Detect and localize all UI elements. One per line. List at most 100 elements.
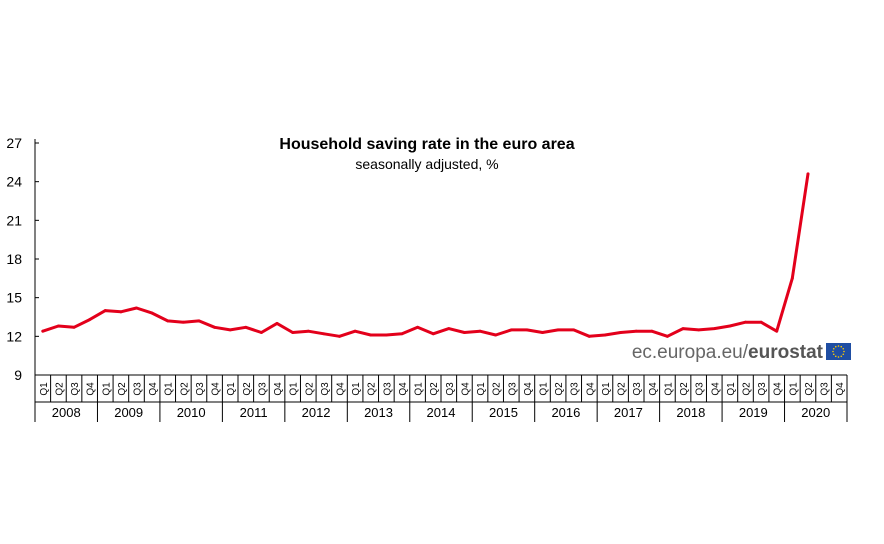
quarter-tick-label: Q4 — [710, 382, 721, 396]
y-tick-label: 27 — [6, 135, 22, 151]
year-tick-label: 2015 — [489, 405, 518, 420]
y-tick-label: 24 — [6, 174, 22, 190]
quarter-tick-label: Q1 — [539, 382, 550, 396]
year-tick-label: 2010 — [177, 405, 206, 420]
quarter-tick-label: Q4 — [460, 382, 471, 396]
quarter-tick-label: Q3 — [695, 382, 706, 396]
quarter-tick-label: Q1 — [39, 382, 50, 396]
data-point — [619, 331, 622, 334]
y-tick-label: 15 — [6, 290, 22, 306]
quarter-tick-label: Q1 — [351, 382, 362, 396]
data-point — [572, 328, 576, 332]
data-point — [213, 325, 216, 329]
quarter-tick-label: Q1 — [663, 382, 674, 396]
data-point — [556, 328, 560, 332]
y-axis: 27 24 21 18 15 12 9 — [6, 135, 39, 383]
quarter-tick-label: Q3 — [320, 382, 331, 396]
quarter-tick-label: Q4 — [211, 382, 222, 396]
year-tick-label: 2014 — [427, 405, 456, 420]
quarter-tick-label: Q3 — [570, 382, 581, 396]
quarter-tick-label: Q4 — [273, 382, 284, 396]
quarter-tick-label: Q1 — [101, 382, 112, 396]
quarter-tick-label: Q1 — [601, 382, 612, 396]
data-point — [650, 329, 654, 333]
quarter-tick-label: Q4 — [398, 382, 409, 396]
data-point — [338, 334, 341, 338]
eurostat-branding: ec.europa.eu/eurostat — [632, 342, 851, 363]
quarter-tick-label: Q2 — [554, 382, 565, 396]
quarter-tick-label: Q4 — [86, 382, 97, 396]
year-tick-label: 2019 — [739, 405, 768, 420]
data-point — [197, 319, 201, 323]
data-point — [681, 327, 685, 330]
series-layer — [41, 172, 810, 338]
year-tick-label: 2008 — [52, 405, 81, 420]
quarter-tick-label: Q1 — [164, 382, 175, 396]
data-point — [41, 329, 45, 333]
quarter-tick-label: Q2 — [617, 382, 628, 396]
data-point — [666, 334, 669, 338]
data-point — [728, 324, 732, 328]
data-point — [260, 331, 263, 334]
data-point — [587, 334, 591, 338]
year-tick-label: 2013 — [364, 405, 393, 420]
flag-star — [842, 347, 845, 350]
quarter-tick-label: Q4 — [773, 382, 784, 396]
flag-star — [837, 345, 840, 347]
flag-star — [834, 345, 837, 348]
quarter-tick-label: Q3 — [757, 382, 768, 396]
data-point — [306, 329, 310, 333]
quarter-tick-label: Q4 — [148, 382, 159, 396]
quarter-tick-label: Q4 — [585, 382, 596, 396]
y-tick-label: 21 — [6, 212, 22, 228]
quarter-tick-label: Q2 — [804, 382, 815, 396]
x-axis: Q1 Q2 Q3 Q4 Q1 Q2 Q3 Q4 Q1 Q2 Q3 Q4 Q1 Q2 Q3 Q4 Q1 Q2 Q3 Q4… — [34, 374, 848, 422]
quarter-tick-label: Q3 — [820, 382, 831, 396]
quarter-tick-label: Q2 — [242, 382, 253, 396]
quarter-tick-label: Q4 — [523, 382, 534, 396]
quarter-tick-label: Q1 — [414, 382, 425, 396]
data-point — [447, 327, 451, 330]
data-point — [634, 329, 638, 333]
chart-title: Household saving rate in the euro area — [279, 136, 574, 153]
year-tick-label: 2009 — [114, 405, 143, 420]
quarter-tick-label: Q2 — [179, 382, 190, 396]
data-point — [135, 306, 138, 310]
flag-star — [843, 350, 845, 353]
quarter-tick-label: Q1 — [788, 382, 799, 396]
quarter-tick-label: Q3 — [632, 382, 643, 396]
quarter-tick-label: Q3 — [507, 382, 518, 396]
data-point — [244, 325, 248, 329]
data-point — [431, 332, 435, 336]
quarter-tick-label: Q2 — [492, 382, 503, 396]
data-point — [228, 328, 232, 332]
quarter-tick-label: Q2 — [117, 382, 128, 396]
data-point — [353, 329, 357, 333]
data-point — [478, 329, 482, 333]
data-point — [291, 331, 295, 334]
quarter-tick-label: Q2 — [304, 382, 315, 396]
flag-star — [834, 355, 837, 358]
quarter-tick-label: Q2 — [742, 382, 753, 396]
quarter-tick-label: Q3 — [70, 382, 81, 396]
quarter-tick-label: Q2 — [429, 382, 440, 396]
flag-star — [840, 345, 843, 348]
data-point — [166, 319, 170, 323]
data-point — [525, 328, 529, 332]
year-tick-label: 2020 — [801, 405, 830, 420]
data-point — [103, 309, 107, 312]
quarter-tick-label: Q3 — [257, 382, 268, 396]
flag-star — [840, 355, 843, 358]
quarter-tick-label: Q1 — [726, 382, 737, 396]
data-point — [744, 320, 747, 324]
series-line — [41, 172, 810, 338]
flag-star — [832, 353, 835, 356]
data-point — [790, 276, 794, 280]
data-point — [759, 320, 763, 324]
data-point — [275, 322, 279, 325]
year-tick-label: 2011 — [240, 405, 268, 420]
year-tick-label: 2016 — [551, 405, 580, 420]
quarter-tick-label: Q1 — [476, 382, 487, 396]
data-point — [181, 320, 185, 324]
